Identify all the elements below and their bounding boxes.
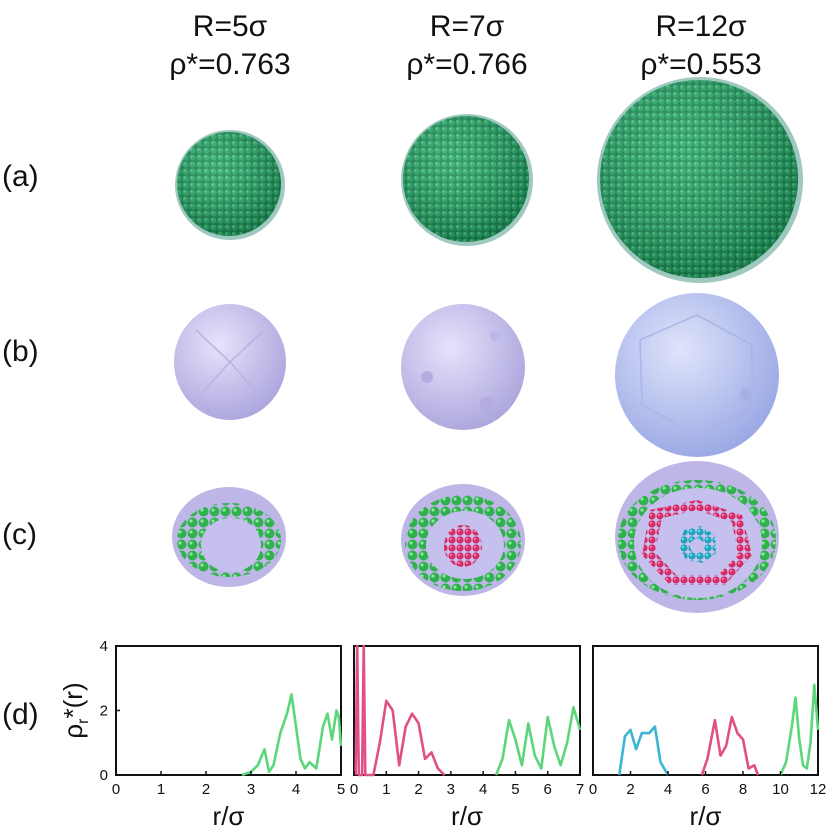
x-tick-label: 2 xyxy=(202,781,210,798)
x-tick-label: 2 xyxy=(414,781,422,798)
x-tick-label: 4 xyxy=(292,781,300,798)
column-header-r5: R=5σ ρ*=0.763 xyxy=(120,8,340,84)
cross-section-r12 xyxy=(615,461,779,613)
green-density-line xyxy=(494,705,582,776)
x-axis-label: r/σ xyxy=(690,801,722,831)
plot-frame xyxy=(592,645,819,776)
x-tick-label: 0 xyxy=(350,781,358,798)
cross-section-r5 xyxy=(172,487,286,587)
row-label-b: (b) xyxy=(2,335,39,368)
green-density-line xyxy=(241,693,343,777)
density-plot-r7: 0 1 2 3 4 5 6 7 r/σ xyxy=(350,644,584,831)
x-tick-label: 3 xyxy=(447,781,455,798)
row-label-a: (a) xyxy=(2,160,39,193)
plot-frame xyxy=(115,645,342,776)
x-tick-label: 5 xyxy=(511,781,519,798)
row-label-c: (c) xyxy=(2,518,37,551)
x-tick-label: 2 xyxy=(626,781,634,798)
radius-label: R=12σ xyxy=(655,10,747,43)
column-header-r7: R=7σ ρ*=0.766 xyxy=(357,8,577,84)
density-label: ρ*=0.763 xyxy=(169,48,291,81)
y-tick-label: 4 xyxy=(100,638,108,655)
green-density-line xyxy=(779,683,820,776)
x-axis-label: r/σ xyxy=(213,801,245,831)
x-tick-label: 12 xyxy=(810,781,827,798)
x-axis-label: r/σ xyxy=(451,801,483,831)
plot-frame xyxy=(353,645,581,776)
radius-label: R=7σ xyxy=(429,10,505,43)
density-label: ρ*=0.766 xyxy=(406,48,528,81)
sphere-r5-particles xyxy=(175,130,285,240)
x-tick-label: 1 xyxy=(157,781,165,798)
x-tick-label: 0 xyxy=(589,781,597,798)
column-header-r12: R=12σ ρ*=0.553 xyxy=(591,8,811,84)
isosurface-r5 xyxy=(174,304,286,420)
density-label: ρ*=0.553 xyxy=(640,48,762,81)
x-tick-label: 10 xyxy=(772,781,789,798)
sphere-r7-particles xyxy=(401,114,533,246)
sphere-r12-particles xyxy=(597,77,803,283)
y-tick-label: 0 xyxy=(100,767,108,784)
x-tick-label: 7 xyxy=(576,781,584,798)
x-tick-label: 1 xyxy=(382,781,390,798)
x-tick-label: 8 xyxy=(739,781,747,798)
x-tick-label: 4 xyxy=(479,781,487,798)
isosurface-r7 xyxy=(401,304,525,430)
x-tick-label: 0 xyxy=(112,781,120,798)
y-tick-label: 2 xyxy=(100,703,108,720)
x-tick-label: 5 xyxy=(337,781,345,798)
density-plot-r12: 0 2 4 6 8 10 12 r/σ xyxy=(589,645,827,831)
x-tick-label: 6 xyxy=(701,781,709,798)
x-tick-label: 6 xyxy=(544,781,552,798)
x-tick-label: 3 xyxy=(247,781,255,798)
pink-density-line xyxy=(700,715,760,776)
radius-label: R=5σ xyxy=(192,10,268,43)
isosurface-r12 xyxy=(615,293,779,457)
x-tick-label: 4 xyxy=(664,781,672,798)
density-plot-r5: 0 1 2 3 4 5 0 2 4 ρr*(r) r/σ xyxy=(58,638,345,831)
cyan-density-line xyxy=(618,725,670,776)
pink-density-line xyxy=(354,644,446,777)
cross-section-r7 xyxy=(401,484,525,596)
row-label-d: (d) xyxy=(2,698,39,731)
y-axis-label: ρr*(r) xyxy=(58,682,92,738)
